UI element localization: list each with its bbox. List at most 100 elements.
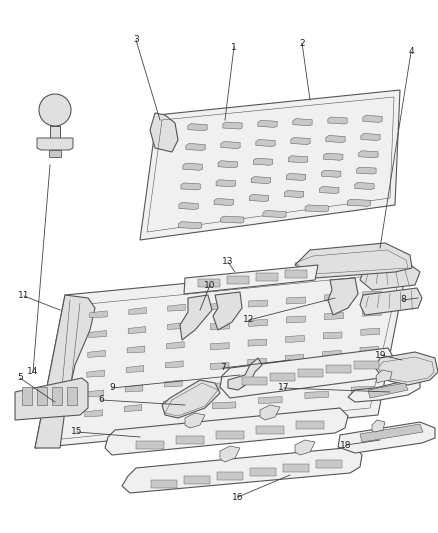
Polygon shape	[186, 143, 205, 150]
Polygon shape	[363, 309, 381, 316]
Polygon shape	[355, 182, 374, 190]
Polygon shape	[52, 387, 62, 405]
Polygon shape	[214, 198, 233, 206]
Polygon shape	[166, 361, 183, 368]
Text: 17: 17	[278, 384, 290, 392]
Polygon shape	[360, 346, 378, 353]
Polygon shape	[165, 380, 182, 387]
Polygon shape	[284, 190, 304, 198]
Polygon shape	[185, 413, 205, 428]
Polygon shape	[296, 422, 324, 430]
Polygon shape	[248, 339, 267, 346]
Polygon shape	[221, 216, 244, 223]
Polygon shape	[324, 154, 343, 160]
Polygon shape	[86, 390, 103, 397]
Polygon shape	[251, 176, 271, 183]
Polygon shape	[188, 124, 207, 131]
Text: 14: 14	[27, 367, 39, 376]
Polygon shape	[323, 351, 341, 358]
Text: 3: 3	[133, 36, 139, 44]
Polygon shape	[211, 343, 229, 350]
Polygon shape	[361, 328, 380, 335]
Polygon shape	[228, 358, 262, 390]
Polygon shape	[152, 480, 177, 488]
Polygon shape	[286, 297, 305, 304]
Polygon shape	[357, 167, 376, 174]
Polygon shape	[376, 370, 392, 383]
Polygon shape	[216, 180, 235, 187]
Polygon shape	[183, 163, 202, 170]
Circle shape	[39, 94, 71, 126]
Polygon shape	[136, 441, 164, 449]
Polygon shape	[211, 323, 230, 330]
Polygon shape	[150, 113, 178, 152]
Polygon shape	[184, 265, 318, 294]
Polygon shape	[293, 119, 312, 126]
Polygon shape	[328, 278, 358, 315]
Polygon shape	[363, 115, 382, 123]
Polygon shape	[285, 270, 307, 278]
Polygon shape	[37, 138, 73, 150]
Polygon shape	[122, 447, 362, 493]
Polygon shape	[328, 117, 347, 124]
Polygon shape	[258, 120, 277, 127]
Polygon shape	[67, 387, 77, 405]
Polygon shape	[288, 156, 308, 163]
Polygon shape	[353, 361, 378, 369]
Polygon shape	[90, 311, 107, 318]
Polygon shape	[321, 170, 341, 177]
Text: 2: 2	[299, 38, 305, 47]
Polygon shape	[297, 369, 322, 377]
Polygon shape	[211, 303, 230, 310]
Text: 5: 5	[17, 374, 23, 383]
Polygon shape	[162, 380, 220, 418]
Polygon shape	[198, 279, 220, 287]
Polygon shape	[250, 468, 276, 476]
Polygon shape	[241, 377, 266, 385]
Polygon shape	[180, 295, 212, 340]
Polygon shape	[283, 464, 309, 472]
Polygon shape	[127, 346, 145, 353]
Text: 1: 1	[231, 43, 237, 52]
Polygon shape	[325, 312, 343, 320]
Text: 12: 12	[244, 316, 254, 325]
Polygon shape	[220, 446, 240, 462]
Polygon shape	[361, 133, 380, 141]
Polygon shape	[227, 276, 249, 284]
Polygon shape	[37, 387, 47, 405]
Polygon shape	[168, 304, 185, 311]
Polygon shape	[375, 352, 438, 385]
Polygon shape	[176, 436, 204, 444]
Polygon shape	[351, 386, 374, 393]
Polygon shape	[166, 342, 184, 349]
Polygon shape	[179, 222, 202, 229]
Polygon shape	[105, 408, 348, 455]
Polygon shape	[363, 291, 381, 298]
Polygon shape	[348, 374, 420, 402]
Polygon shape	[285, 375, 303, 382]
Polygon shape	[326, 135, 345, 142]
Polygon shape	[338, 422, 435, 453]
Polygon shape	[285, 354, 304, 361]
Polygon shape	[210, 383, 229, 390]
Polygon shape	[286, 316, 305, 323]
Polygon shape	[256, 273, 278, 281]
Text: 15: 15	[71, 427, 83, 437]
Polygon shape	[256, 426, 284, 434]
Polygon shape	[212, 402, 236, 409]
Polygon shape	[325, 365, 350, 373]
Polygon shape	[269, 373, 294, 381]
Polygon shape	[167, 322, 185, 329]
Polygon shape	[248, 319, 268, 326]
Text: 13: 13	[222, 257, 234, 266]
Polygon shape	[263, 211, 286, 217]
Polygon shape	[184, 476, 210, 484]
Polygon shape	[320, 187, 339, 193]
Polygon shape	[35, 295, 95, 448]
Polygon shape	[35, 262, 408, 448]
Polygon shape	[124, 405, 142, 411]
Polygon shape	[259, 397, 282, 403]
Polygon shape	[359, 367, 378, 374]
Polygon shape	[368, 383, 408, 398]
Polygon shape	[256, 140, 275, 147]
